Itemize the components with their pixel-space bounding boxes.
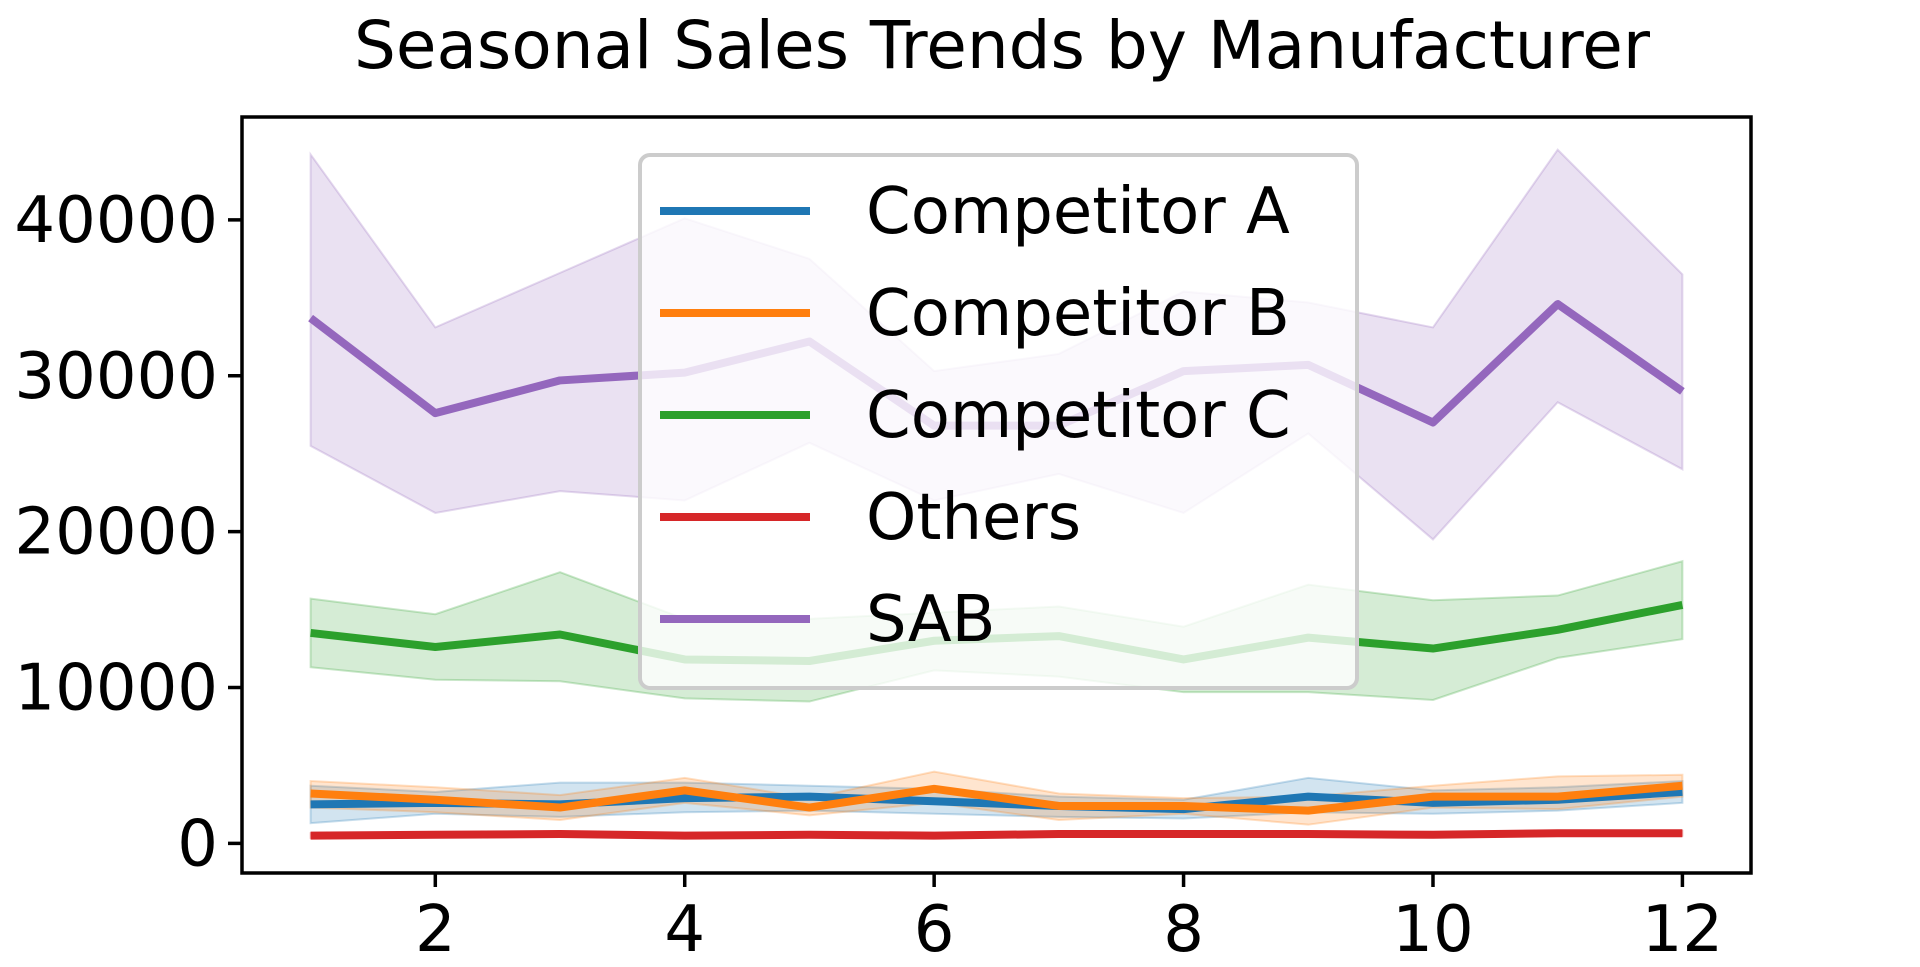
y-tick-label: 30000 — [14, 340, 218, 414]
x-tick-label: 12 — [1642, 893, 1723, 967]
x-tick-label: 8 — [1163, 893, 1204, 967]
chart-title: Seasonal Sales Trends by Manufacturer — [354, 7, 1651, 84]
plot-frame — [240, 115, 1753, 875]
y-tick-label: 0 — [177, 807, 218, 881]
x-tick-label: 2 — [415, 893, 456, 967]
others-line — [310, 829, 1683, 840]
legend-label-competitor-a: Competitor A — [866, 175, 1290, 249]
x-tick-label: 10 — [1392, 893, 1473, 967]
y-axis: 0 10000 20000 30000 40000 — [14, 184, 242, 881]
x-axis: 2 4 6 8 10 12 — [415, 873, 1723, 967]
legend-label-competitor-b: Competitor B — [866, 277, 1290, 351]
legend-box — [638, 153, 1359, 690]
legend-label-sab: SAB — [866, 583, 996, 657]
legend-label-others: Others — [866, 481, 1081, 555]
competitor-b-line — [310, 781, 1683, 815]
y-tick-label: 10000 — [14, 652, 218, 726]
legend: Competitor A Competitor B Competitor C Othe… — [638, 153, 1359, 690]
legend-label-competitor-c: Competitor C — [866, 379, 1291, 453]
x-tick-label: 4 — [664, 893, 705, 967]
y-tick-label: 40000 — [14, 184, 218, 258]
y-tick-label: 20000 — [14, 496, 218, 570]
x-tick-label: 6 — [914, 893, 955, 967]
